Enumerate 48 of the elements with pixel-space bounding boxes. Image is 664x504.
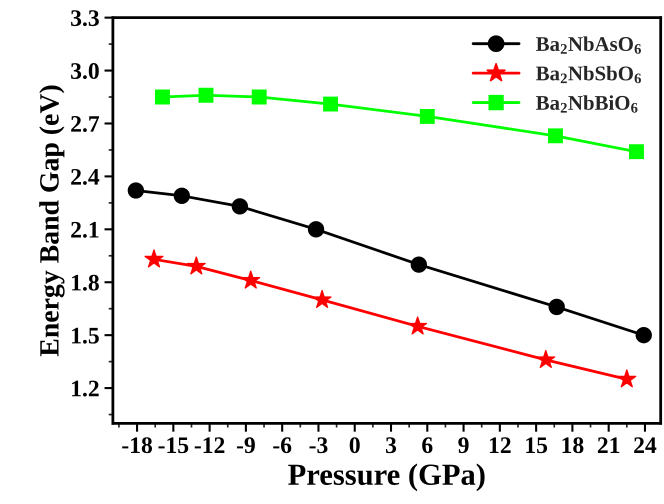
point [420, 108, 435, 124]
x-tick-label: 15 [526, 437, 548, 454]
point [312, 290, 332, 308]
point [410, 256, 427, 273]
point [174, 188, 190, 204]
point [128, 182, 144, 199]
x-tick-label: -18 [122, 437, 152, 454]
y-tick-label: 2.1 [71, 222, 98, 238]
point [308, 221, 324, 238]
x-tick-label: -15 [158, 437, 188, 454]
point [323, 96, 338, 112]
y-tick-label: 3.0 [71, 63, 99, 80]
x-tick-label: 0 [350, 437, 360, 454]
point [629, 144, 644, 160]
legend-label: Ba$_{2}$NbSbO$_{6}$ [536, 66, 641, 84]
point [144, 249, 164, 268]
point [548, 298, 565, 316]
point [186, 256, 206, 275]
point [232, 198, 248, 215]
point [408, 316, 428, 335]
x-tick-label: 18 [562, 437, 584, 454]
x-tick-label: 3 [386, 437, 396, 454]
x-tick-label: -12 [194, 437, 224, 453]
point [548, 128, 563, 144]
point [536, 350, 556, 368]
x-axis-title: Pressure (GPa) [288, 464, 485, 492]
x-tick-label: 24 [634, 437, 656, 453]
x-tick-label: -6 [273, 437, 292, 454]
y-tick-label: 3.3 [71, 10, 99, 26]
y-tick-label: 1.5 [72, 328, 99, 344]
y-tick-label: 1.8 [72, 274, 99, 291]
point [636, 327, 652, 344]
x-tick-label: -9 [236, 437, 255, 454]
legend-label: Ba$_{2}$NbBiO$_{6}$ [536, 95, 638, 113]
y-axis-title: Energy Band Gap (eV) [39, 86, 65, 356]
x-tick-label: 9 [458, 437, 469, 454]
legend-label: Ba$_{2}$NbAsO$_{6}$ [536, 36, 641, 54]
x-tick-label: 12 [490, 437, 511, 453]
point [154, 90, 170, 104]
point [198, 88, 214, 103]
x-tick-label: -3 [309, 437, 328, 454]
x-tick-label: 21 [598, 437, 620, 453]
y-tick-label: 2.7 [71, 116, 100, 132]
x-tick-label: 6 [422, 437, 433, 454]
point [252, 90, 267, 104]
y-tick-label: 1.2 [72, 380, 99, 397]
y-tick-label: 2.4 [71, 168, 100, 185]
point [617, 369, 637, 388]
